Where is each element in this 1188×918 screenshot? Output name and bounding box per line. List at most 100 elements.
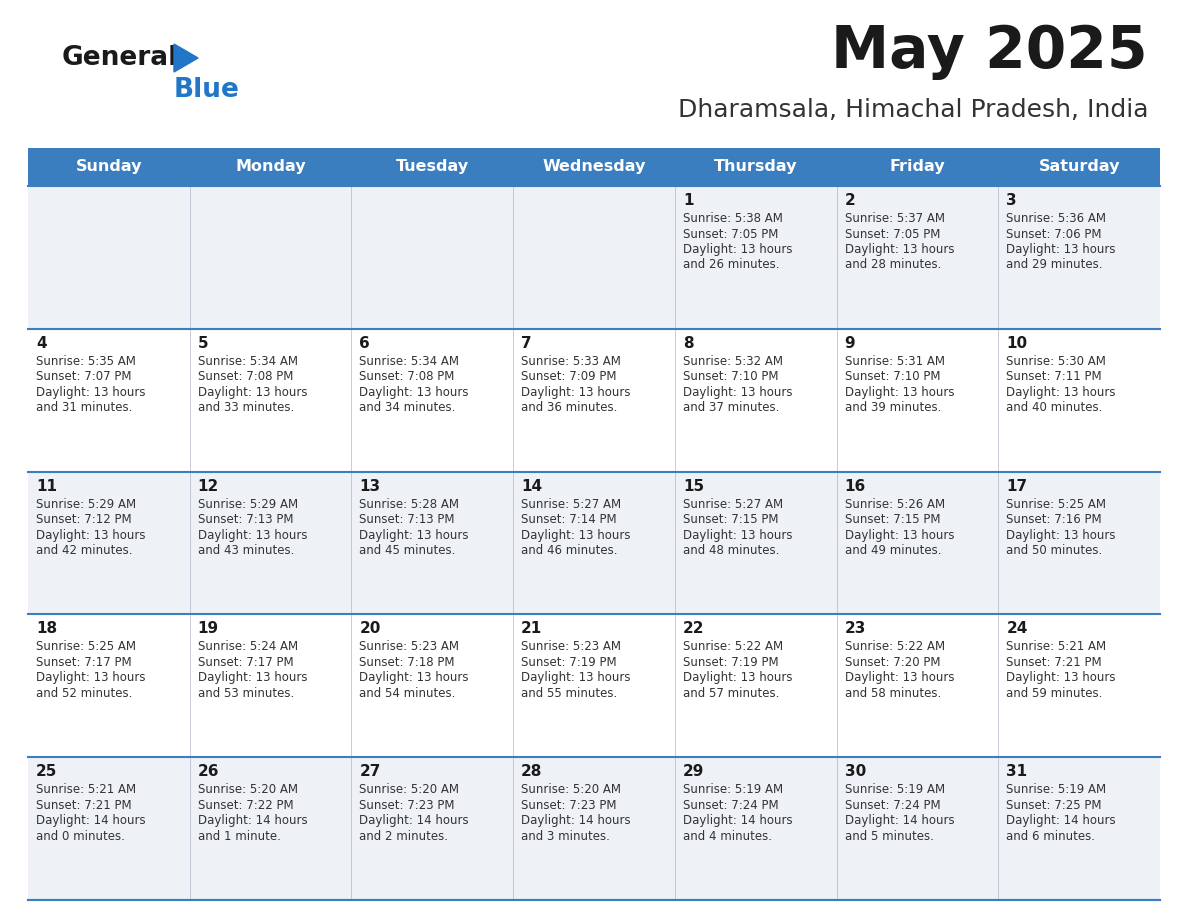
Text: Wednesday: Wednesday <box>542 160 646 174</box>
Text: Sunrise: 5:22 AM: Sunrise: 5:22 AM <box>845 641 944 654</box>
Text: 26: 26 <box>197 764 220 779</box>
Text: Sunset: 7:15 PM: Sunset: 7:15 PM <box>683 513 778 526</box>
Text: and 50 minutes.: and 50 minutes. <box>1006 544 1102 557</box>
Text: Sunrise: 5:29 AM: Sunrise: 5:29 AM <box>197 498 298 510</box>
Text: and 57 minutes.: and 57 minutes. <box>683 687 779 700</box>
Text: Sunset: 7:24 PM: Sunset: 7:24 PM <box>683 799 778 812</box>
Text: Daylight: 14 hours: Daylight: 14 hours <box>1006 814 1116 827</box>
Bar <box>836 148 998 186</box>
Text: and 43 minutes.: and 43 minutes. <box>197 544 295 557</box>
Text: and 29 minutes.: and 29 minutes. <box>1006 259 1102 272</box>
Text: and 45 minutes.: and 45 minutes. <box>360 544 456 557</box>
Text: Sunrise: 5:38 AM: Sunrise: 5:38 AM <box>683 212 783 225</box>
Text: Sunrise: 5:20 AM: Sunrise: 5:20 AM <box>360 783 460 796</box>
Polygon shape <box>173 44 198 72</box>
Text: Sunset: 7:15 PM: Sunset: 7:15 PM <box>845 513 940 526</box>
Text: Sunset: 7:21 PM: Sunset: 7:21 PM <box>36 799 132 812</box>
Text: 24: 24 <box>1006 621 1028 636</box>
Text: and 39 minutes.: and 39 minutes. <box>845 401 941 414</box>
Bar <box>29 148 1159 151</box>
Text: Sunset: 7:09 PM: Sunset: 7:09 PM <box>522 370 617 384</box>
Text: Sunset: 7:08 PM: Sunset: 7:08 PM <box>360 370 455 384</box>
Text: Blue: Blue <box>173 77 240 103</box>
Text: 21: 21 <box>522 621 543 636</box>
Text: Sunset: 7:22 PM: Sunset: 7:22 PM <box>197 799 293 812</box>
Text: and 3 minutes.: and 3 minutes. <box>522 830 609 843</box>
Text: Sunrise: 5:31 AM: Sunrise: 5:31 AM <box>845 354 944 368</box>
Text: 25: 25 <box>36 764 57 779</box>
Text: Daylight: 14 hours: Daylight: 14 hours <box>683 814 792 827</box>
Text: Daylight: 13 hours: Daylight: 13 hours <box>845 243 954 256</box>
Text: Sunrise: 5:22 AM: Sunrise: 5:22 AM <box>683 641 783 654</box>
Text: and 48 minutes.: and 48 minutes. <box>683 544 779 557</box>
Text: Sunrise: 5:21 AM: Sunrise: 5:21 AM <box>1006 641 1106 654</box>
Text: Sunset: 7:14 PM: Sunset: 7:14 PM <box>522 513 617 526</box>
Text: 2: 2 <box>845 193 855 208</box>
Text: Daylight: 13 hours: Daylight: 13 hours <box>360 386 469 398</box>
Text: Sunset: 7:10 PM: Sunset: 7:10 PM <box>845 370 940 384</box>
Bar <box>513 148 675 186</box>
Text: Sunset: 7:06 PM: Sunset: 7:06 PM <box>1006 228 1101 241</box>
Text: 13: 13 <box>360 478 380 494</box>
Text: and 2 minutes.: and 2 minutes. <box>360 830 448 843</box>
Text: Dharamsala, Himachal Pradesh, India: Dharamsala, Himachal Pradesh, India <box>677 98 1148 122</box>
Text: Sunset: 7:17 PM: Sunset: 7:17 PM <box>36 655 132 669</box>
Text: and 40 minutes.: and 40 minutes. <box>1006 401 1102 414</box>
Text: 12: 12 <box>197 478 219 494</box>
Text: Tuesday: Tuesday <box>396 160 469 174</box>
Text: Daylight: 14 hours: Daylight: 14 hours <box>845 814 954 827</box>
Text: and 1 minute.: and 1 minute. <box>197 830 280 843</box>
Text: Sunday: Sunday <box>76 160 143 174</box>
Text: 18: 18 <box>36 621 57 636</box>
Text: Daylight: 13 hours: Daylight: 13 hours <box>845 529 954 542</box>
Text: Daylight: 14 hours: Daylight: 14 hours <box>36 814 146 827</box>
Text: Sunrise: 5:23 AM: Sunrise: 5:23 AM <box>360 641 460 654</box>
Text: and 46 minutes.: and 46 minutes. <box>522 544 618 557</box>
Text: Sunset: 7:19 PM: Sunset: 7:19 PM <box>683 655 778 669</box>
Text: and 4 minutes.: and 4 minutes. <box>683 830 772 843</box>
Bar <box>675 148 836 186</box>
Text: Daylight: 13 hours: Daylight: 13 hours <box>197 671 308 685</box>
Text: 8: 8 <box>683 336 694 351</box>
Text: Sunset: 7:23 PM: Sunset: 7:23 PM <box>360 799 455 812</box>
Text: Sunset: 7:21 PM: Sunset: 7:21 PM <box>1006 655 1102 669</box>
Text: and 49 minutes.: and 49 minutes. <box>845 544 941 557</box>
Text: Sunrise: 5:21 AM: Sunrise: 5:21 AM <box>36 783 137 796</box>
Text: Daylight: 13 hours: Daylight: 13 hours <box>845 671 954 685</box>
Text: and 52 minutes.: and 52 minutes. <box>36 687 132 700</box>
Text: Daylight: 13 hours: Daylight: 13 hours <box>360 671 469 685</box>
Text: Daylight: 13 hours: Daylight: 13 hours <box>845 386 954 398</box>
Text: Sunrise: 5:34 AM: Sunrise: 5:34 AM <box>197 354 298 368</box>
Text: Sunrise: 5:29 AM: Sunrise: 5:29 AM <box>36 498 137 510</box>
Text: Sunset: 7:11 PM: Sunset: 7:11 PM <box>1006 370 1102 384</box>
Text: Sunrise: 5:26 AM: Sunrise: 5:26 AM <box>845 498 944 510</box>
Text: 3: 3 <box>1006 193 1017 208</box>
Text: Daylight: 13 hours: Daylight: 13 hours <box>683 671 792 685</box>
Text: Sunset: 7:25 PM: Sunset: 7:25 PM <box>1006 799 1101 812</box>
Text: Sunrise: 5:25 AM: Sunrise: 5:25 AM <box>36 641 135 654</box>
Bar <box>29 186 1159 329</box>
Text: Sunset: 7:20 PM: Sunset: 7:20 PM <box>845 655 940 669</box>
Text: Monday: Monday <box>235 160 305 174</box>
Text: Daylight: 13 hours: Daylight: 13 hours <box>36 529 145 542</box>
Text: Sunset: 7:23 PM: Sunset: 7:23 PM <box>522 799 617 812</box>
Text: Sunset: 7:10 PM: Sunset: 7:10 PM <box>683 370 778 384</box>
Text: Sunset: 7:08 PM: Sunset: 7:08 PM <box>197 370 293 384</box>
Text: 16: 16 <box>845 478 866 494</box>
Text: Daylight: 13 hours: Daylight: 13 hours <box>522 529 631 542</box>
Text: and 54 minutes.: and 54 minutes. <box>360 687 456 700</box>
Text: Sunrise: 5:23 AM: Sunrise: 5:23 AM <box>522 641 621 654</box>
Text: 29: 29 <box>683 764 704 779</box>
Text: General: General <box>62 45 178 71</box>
Text: Daylight: 13 hours: Daylight: 13 hours <box>1006 386 1116 398</box>
Text: Saturday: Saturday <box>1038 160 1120 174</box>
Text: Sunset: 7:12 PM: Sunset: 7:12 PM <box>36 513 132 526</box>
Text: 19: 19 <box>197 621 219 636</box>
Text: 6: 6 <box>360 336 371 351</box>
Text: Sunset: 7:13 PM: Sunset: 7:13 PM <box>360 513 455 526</box>
Text: Sunrise: 5:28 AM: Sunrise: 5:28 AM <box>360 498 460 510</box>
Text: and 0 minutes.: and 0 minutes. <box>36 830 125 843</box>
Bar <box>29 472 1159 614</box>
Text: Sunset: 7:18 PM: Sunset: 7:18 PM <box>360 655 455 669</box>
Text: Thursday: Thursday <box>714 160 797 174</box>
